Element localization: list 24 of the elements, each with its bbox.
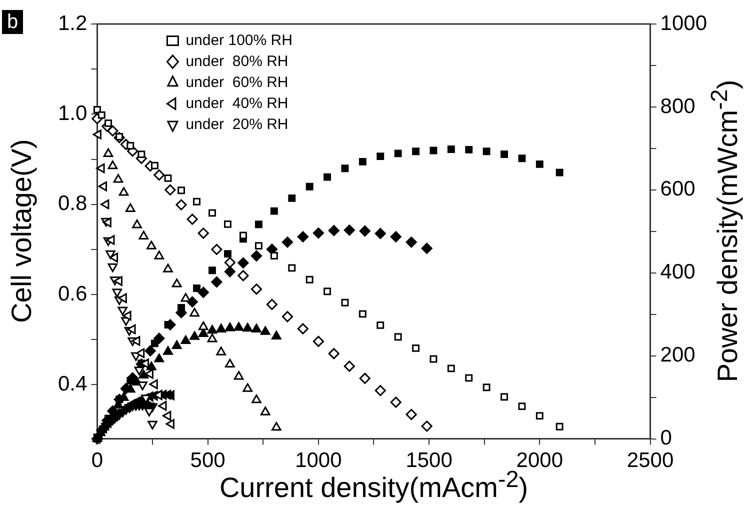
x-tick-label: 2000	[516, 449, 564, 472]
y2-tick-label: 600	[660, 178, 696, 201]
x-tick-label: 2500	[626, 449, 674, 472]
legend-label: under 100% RH	[186, 32, 292, 49]
y2-tick-label: 0	[660, 426, 672, 450]
x-tick-label: 500	[190, 449, 226, 472]
legend-label: under 20% RH	[186, 116, 288, 133]
x-tick-label: 0	[91, 449, 104, 472]
y-tick-label: 0.8	[58, 192, 88, 216]
legend-label: under 80% RH	[186, 52, 288, 70]
y-tick-label: 1.2	[58, 12, 88, 35]
y2-tick-label: 1000	[660, 12, 707, 35]
y2-tick-label: 200	[660, 344, 696, 367]
y-tick-label: 0.4	[58, 372, 88, 396]
y-tick-label: 0.6	[58, 282, 88, 306]
legend-label: under 60% RH	[186, 74, 288, 91]
legend-label: under 40% RH	[186, 94, 288, 112]
y2-tick-label: 800	[660, 94, 696, 118]
x-tick-label: 1000	[295, 449, 342, 472]
y-tick-label: 1.0	[58, 102, 88, 125]
text: b	[2, 10, 24, 34]
x-tick-label: 1500	[406, 449, 452, 472]
y-axis-title: Cell voltage(V)	[6, 140, 37, 324]
y2-tick-label: 400	[660, 260, 696, 284]
